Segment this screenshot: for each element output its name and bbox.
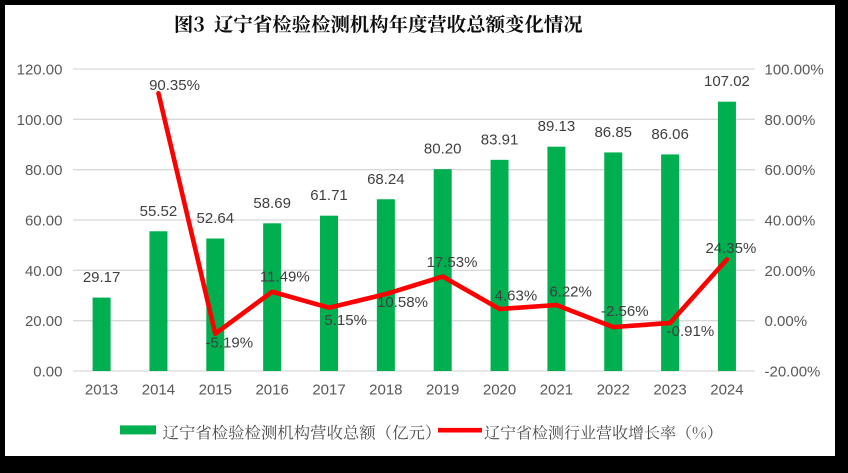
svg-text:29.17: 29.17 bbox=[83, 269, 121, 286]
svg-text:86.06: 86.06 bbox=[651, 126, 689, 143]
svg-text:2014: 2014 bbox=[142, 382, 175, 399]
svg-text:2022: 2022 bbox=[597, 382, 630, 399]
svg-text:107.02: 107.02 bbox=[704, 73, 750, 90]
svg-text:40.00: 40.00 bbox=[25, 263, 63, 280]
svg-text:68.24: 68.24 bbox=[367, 171, 405, 188]
svg-text:-0.91%: -0.91% bbox=[667, 323, 715, 340]
svg-text:90.35%: 90.35% bbox=[149, 77, 200, 94]
svg-text:-2.56%: -2.56% bbox=[601, 303, 649, 320]
svg-text:55.52: 55.52 bbox=[140, 203, 178, 220]
svg-text:17.53%: 17.53% bbox=[427, 254, 478, 271]
svg-text:2018: 2018 bbox=[369, 382, 402, 399]
svg-text:-5.19%: -5.19% bbox=[206, 334, 254, 351]
svg-text:4.63%: 4.63% bbox=[495, 288, 538, 305]
svg-text:89.13: 89.13 bbox=[538, 118, 576, 135]
svg-text:2024: 2024 bbox=[710, 382, 743, 399]
svg-text:58.69: 58.69 bbox=[253, 195, 291, 212]
svg-text:0.00: 0.00 bbox=[33, 363, 62, 380]
svg-text:2015: 2015 bbox=[199, 382, 232, 399]
svg-text:2020: 2020 bbox=[483, 382, 516, 399]
svg-text:0.00%: 0.00% bbox=[765, 313, 808, 330]
svg-text:6.22%: 6.22% bbox=[549, 283, 592, 300]
svg-text:83.91: 83.91 bbox=[481, 131, 519, 148]
svg-text:5.15%: 5.15% bbox=[324, 312, 367, 329]
svg-text:60.00%: 60.00% bbox=[765, 162, 816, 179]
svg-text:80.20: 80.20 bbox=[424, 141, 462, 158]
svg-text:2021: 2021 bbox=[540, 382, 573, 399]
svg-text:60.00: 60.00 bbox=[25, 212, 63, 229]
svg-text:2016: 2016 bbox=[255, 382, 288, 399]
svg-text:100.00: 100.00 bbox=[17, 112, 63, 129]
svg-text:40.00%: 40.00% bbox=[765, 212, 816, 229]
svg-text:2013: 2013 bbox=[85, 382, 118, 399]
svg-text:86.85: 86.85 bbox=[594, 124, 632, 141]
svg-text:11.49%: 11.49% bbox=[260, 269, 310, 286]
svg-text:100.00%: 100.00% bbox=[765, 61, 824, 78]
svg-text:2019: 2019 bbox=[426, 382, 459, 399]
svg-text:61.71: 61.71 bbox=[310, 187, 348, 204]
svg-text:52.64: 52.64 bbox=[197, 210, 235, 227]
svg-text:80.00%: 80.00% bbox=[765, 112, 816, 129]
svg-text:20.00%: 20.00% bbox=[765, 263, 816, 280]
svg-text:20.00: 20.00 bbox=[25, 313, 63, 330]
svg-text:24.35%: 24.35% bbox=[705, 240, 756, 257]
svg-text:2023: 2023 bbox=[653, 382, 686, 399]
svg-text:-20.00%: -20.00% bbox=[765, 363, 821, 380]
svg-text:2017: 2017 bbox=[312, 382, 345, 399]
svg-text:10.58%: 10.58% bbox=[377, 294, 428, 311]
svg-text:80.00: 80.00 bbox=[25, 162, 63, 179]
svg-text:120.00: 120.00 bbox=[17, 61, 63, 78]
